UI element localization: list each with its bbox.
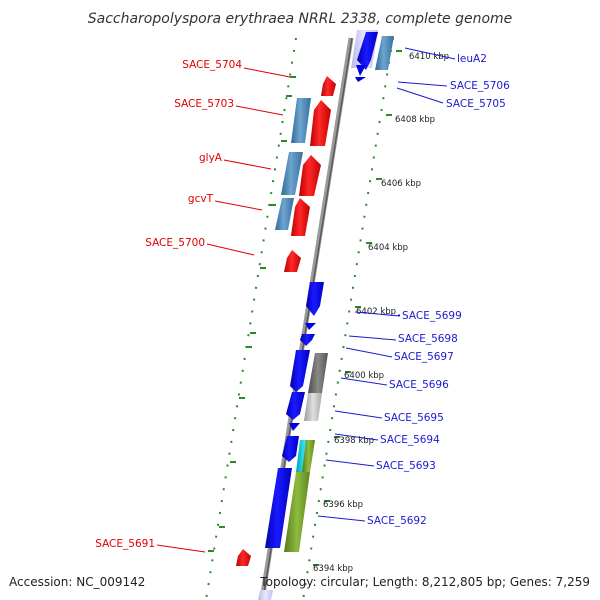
gene-label-right: SACE_5692 xyxy=(367,515,427,527)
outer-track-ticks xyxy=(313,50,402,566)
scale-label: 6396 kbp xyxy=(323,500,363,510)
scale-label: 6398 kbp xyxy=(334,436,374,446)
right-gene-labels: leuA2 SACE_5706 SACE_5705 SACE_5699 SACE… xyxy=(317,47,510,527)
gene-label-left: SACE_5703 xyxy=(174,98,234,110)
scale-label: 6410 kbp xyxy=(409,52,449,62)
gene-label-left: SACE_5700 xyxy=(145,237,205,249)
gene-label-left: glyA xyxy=(199,152,223,164)
inner-track-ticks xyxy=(208,76,296,552)
inner-strand-features xyxy=(236,76,336,566)
gene-label-right: SACE_5697 xyxy=(394,351,454,363)
scale-labels: 6410 kbp 6408 kbp 6406 kbp 6404 kbp 6402… xyxy=(313,52,449,574)
gene-label-left: SACE_5704 xyxy=(182,59,242,71)
gene-label-right: SACE_5693 xyxy=(376,460,436,472)
gene-label-right: SACE_5695 xyxy=(384,412,444,424)
gene-label-right: leuA2 xyxy=(457,53,487,65)
topology-label: Topology: circular; Length: 8,212,805 bp… xyxy=(259,575,590,589)
scale-label: 6394 kbp xyxy=(313,564,353,574)
accession-label: Accession: NC_009142 xyxy=(9,575,145,589)
scale-label: 6404 kbp xyxy=(368,243,408,253)
scale-label: 6400 kbp xyxy=(344,371,384,381)
gene-label-right: SACE_5706 xyxy=(450,80,510,92)
gene-label-right: SACE_5698 xyxy=(398,333,458,345)
map-title: Saccharopolyspora erythraea NRRL 2338, c… xyxy=(88,11,513,27)
gene-label-left: gcvT xyxy=(188,193,214,205)
gene-label-right: SACE_5696 xyxy=(389,379,449,391)
gene-label-left: SACE_5691 xyxy=(95,538,155,550)
gene-label-right: SACE_5699 xyxy=(402,310,462,322)
scale-label: 6408 kbp xyxy=(395,115,435,125)
scale-label: 6402 kbp xyxy=(356,307,396,317)
outer-strand-features xyxy=(258,30,394,600)
gene-label-right: SACE_5705 xyxy=(446,98,506,110)
scale-label: 6406 kbp xyxy=(381,179,421,189)
gene-label-right: SACE_5694 xyxy=(380,434,440,446)
left-gene-labels: SACE_5704 SACE_5703 glyA gcvT SACE_5700 … xyxy=(95,59,291,553)
